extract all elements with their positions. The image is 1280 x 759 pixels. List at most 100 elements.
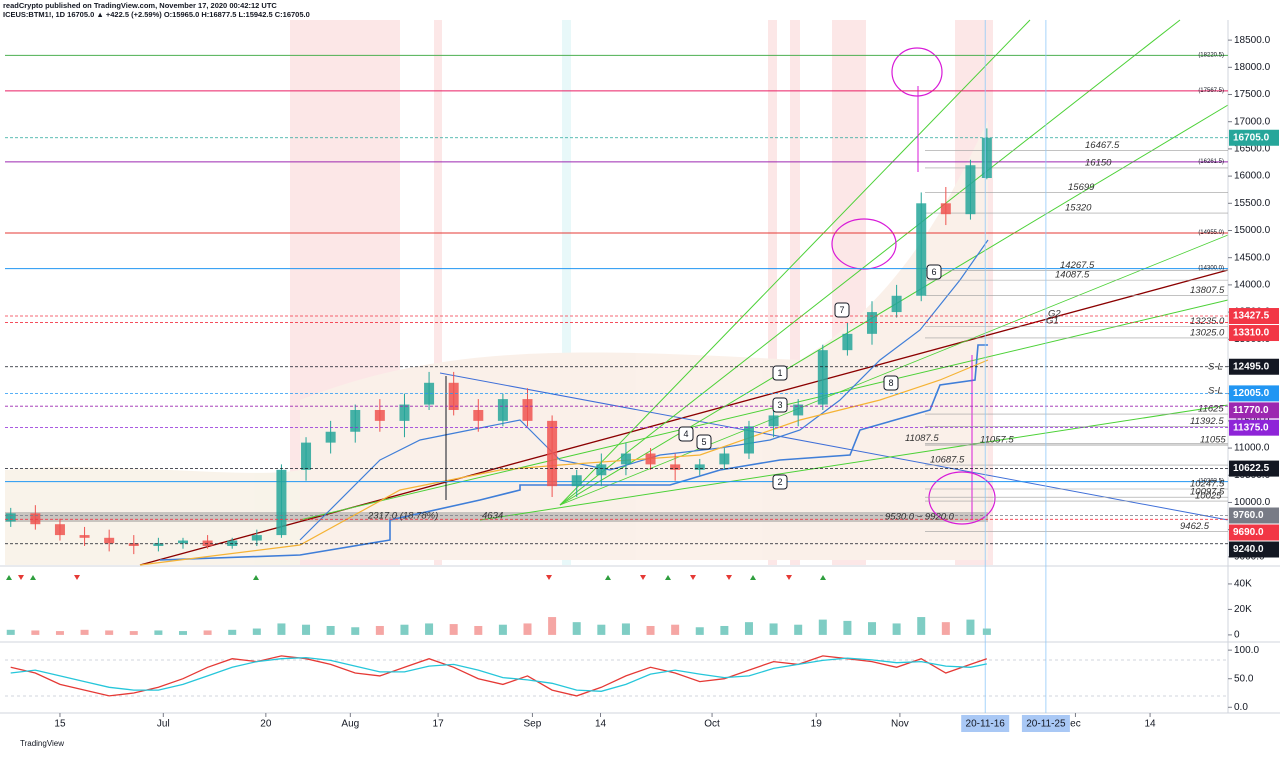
- candle-body: [424, 382, 435, 405]
- candle-body: [448, 382, 459, 410]
- level-label: (14955.0): [1198, 230, 1224, 236]
- oscillator-line: [10, 655, 988, 697]
- callout-box: [926, 264, 942, 280]
- level-label: 10025: [1195, 491, 1222, 502]
- candle-body: [350, 409, 361, 432]
- y-tick-label: 100.0: [1234, 645, 1259, 656]
- volume-bar: [548, 617, 557, 635]
- volume-bar: [695, 627, 704, 635]
- oscillator-line: [10, 656, 987, 692]
- volume-bar: [31, 630, 40, 635]
- baseline: [159, 344, 988, 561]
- volume-bar: [843, 620, 852, 635]
- candle-body: [276, 469, 287, 536]
- price-tag: [1229, 385, 1279, 402]
- y-tick-label: 0.0: [1234, 702, 1248, 713]
- volume-bar: [892, 623, 901, 635]
- volume-bar: [769, 623, 778, 635]
- candle-body: [981, 137, 992, 179]
- volume-bar: [129, 631, 138, 635]
- price-tag: [1229, 541, 1279, 558]
- callout-label: 2: [777, 477, 782, 487]
- y-tick-label: 14500.0: [1234, 252, 1271, 263]
- level-label: (16261.5): [1198, 159, 1224, 165]
- fan-line: [559, 19, 1031, 506]
- level-label: 13807.5: [1190, 285, 1225, 296]
- candle-body: [128, 543, 139, 546]
- level-label: (14300.0): [1198, 266, 1224, 272]
- x-tick-label: 14: [1145, 719, 1157, 730]
- level-label: 10247.5: [1190, 479, 1225, 490]
- price-tag: [1229, 308, 1279, 325]
- y-tick-label: 15000.0: [1234, 225, 1271, 236]
- volume-bar: [400, 624, 409, 635]
- volume-bar: [203, 630, 212, 635]
- level-label: 11625: [1198, 404, 1224, 415]
- candle-body: [227, 540, 238, 546]
- candle-body: [177, 540, 188, 544]
- level-label: 9462.5: [1180, 521, 1210, 532]
- price-tag: [1229, 402, 1279, 419]
- level-label: 14267.5: [1060, 260, 1095, 271]
- volume-bar: [597, 624, 606, 635]
- price-tag: [1229, 419, 1279, 436]
- callout-box: [834, 302, 850, 318]
- volume-bar: [720, 625, 729, 635]
- volume-bar: [326, 625, 335, 635]
- y-tick-label: 10000.0: [1234, 497, 1271, 508]
- level-label: 14087.5: [1055, 270, 1090, 281]
- annotation: G1: [1046, 316, 1059, 327]
- volume-bar: [154, 630, 163, 635]
- level-label: 15320: [1065, 203, 1092, 214]
- level-label: 16150: [1085, 157, 1112, 168]
- price-tag-label: 12495.0: [1233, 361, 1270, 372]
- trend-line: [439, 372, 1229, 521]
- annotation: 2317.0 (18.78%): [367, 511, 438, 522]
- callout-label: 8: [888, 378, 893, 388]
- candle-body: [522, 399, 533, 421]
- volume-bar: [498, 624, 507, 635]
- candle-body: [571, 475, 582, 487]
- candle-body: [79, 535, 90, 538]
- brand: TradingView: [20, 739, 64, 748]
- candle-body: [30, 513, 41, 525]
- y-tick-label: 40K: [1234, 579, 1252, 590]
- y-tick-label: 0: [1234, 630, 1240, 641]
- band: [790, 20, 800, 565]
- candle-body: [867, 312, 878, 334]
- candle-body: [916, 203, 927, 296]
- x-tick-label: 14: [595, 719, 607, 730]
- volume-bar: [572, 622, 581, 635]
- candle-body: [301, 442, 312, 470]
- volume-bar: [744, 622, 753, 635]
- pen-circle: [928, 471, 996, 525]
- x-tick-label: 15: [54, 719, 66, 730]
- publish-line: readCrypto published on TradingView.com,…: [3, 1, 277, 10]
- candle-body: [620, 453, 631, 465]
- y-tick-label: 17500.0: [1234, 89, 1271, 100]
- callout-box: [772, 397, 788, 413]
- level-label: 11055: [1200, 435, 1226, 446]
- band: [434, 20, 442, 565]
- price-tag: [1229, 507, 1279, 524]
- price-tag-label: 9240.0: [1233, 544, 1264, 555]
- x-tick-label: Oct: [704, 719, 720, 730]
- volume-bar: [646, 625, 655, 635]
- callout-box: [678, 426, 694, 442]
- candle-body: [743, 426, 754, 454]
- callout-label: 7: [839, 305, 844, 315]
- candle-body: [153, 543, 164, 546]
- price-tag-label: 9760.0: [1233, 510, 1264, 521]
- volume-bar: [55, 631, 64, 635]
- y-tick-label: 15500.0: [1234, 198, 1271, 209]
- level-label: (18220.5): [1198, 52, 1224, 58]
- price-tag-label: 13427.5: [1233, 311, 1270, 322]
- level-label: 13235.0: [1190, 316, 1225, 327]
- volume-bar: [982, 628, 991, 635]
- level-label: 10097.5: [1190, 487, 1225, 498]
- ma-line: [299, 239, 989, 541]
- cursor-label: 20-11-16: [966, 719, 1006, 730]
- level-label: (10383.5): [1198, 479, 1224, 485]
- volume-bar: [966, 619, 975, 635]
